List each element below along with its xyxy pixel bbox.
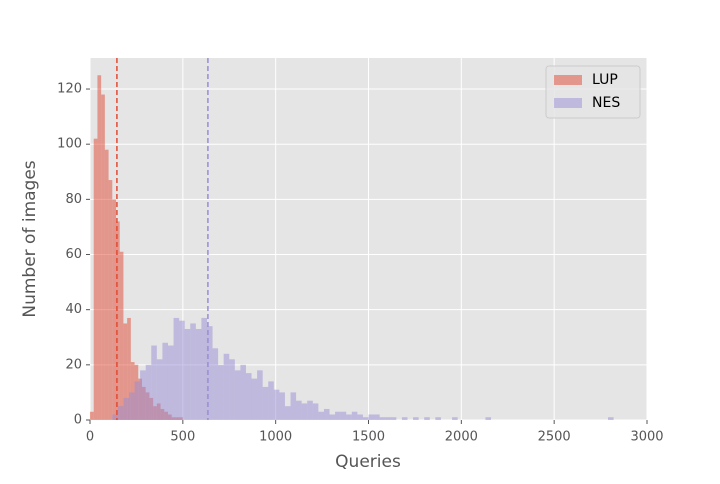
bar [229, 359, 235, 420]
bar [307, 400, 313, 420]
bar [240, 364, 246, 420]
bar [335, 411, 341, 420]
bar [123, 323, 128, 420]
bar [212, 348, 219, 420]
bar [97, 75, 102, 420]
bar [323, 408, 330, 420]
x-tick-label: 1500 [352, 430, 385, 445]
bar [101, 94, 105, 420]
bar [351, 411, 358, 420]
legend-label: NES [592, 95, 620, 111]
bar [145, 364, 152, 420]
y-tick-label: 60 [65, 247, 82, 262]
bar [340, 411, 347, 420]
legend-swatch [554, 75, 582, 85]
bar [390, 417, 397, 420]
bar [368, 414, 375, 420]
bar [452, 417, 458, 420]
bar [257, 370, 263, 420]
bar [223, 353, 230, 420]
bar [112, 199, 116, 420]
bar [296, 400, 302, 420]
bar [151, 345, 157, 420]
bar [268, 381, 274, 420]
x-tick-label: 0 [86, 430, 94, 445]
bar [104, 149, 109, 420]
legend-swatch [554, 98, 582, 108]
bar [329, 414, 336, 420]
x-tick-label: 1000 [259, 430, 292, 445]
bar [245, 373, 252, 420]
bar [179, 320, 185, 420]
bar [123, 397, 129, 420]
x-tick-label: 2000 [445, 430, 478, 445]
bar [127, 317, 131, 420]
bar [251, 378, 258, 420]
bar [108, 180, 113, 420]
bar [90, 411, 94, 420]
bar [273, 389, 280, 420]
bar [156, 359, 163, 420]
bar [234, 370, 241, 420]
legend-label: LUP [592, 72, 618, 88]
bar [357, 414, 363, 420]
bar [117, 406, 124, 420]
bar [162, 342, 168, 420]
x-tick-label: 500 [170, 430, 195, 445]
bar [284, 406, 291, 420]
bar [374, 414, 380, 420]
bar [112, 414, 118, 420]
bar [134, 381, 141, 420]
bar [608, 417, 614, 420]
bar [312, 403, 319, 420]
bar [301, 403, 308, 420]
bar [130, 362, 135, 420]
bar [362, 417, 369, 420]
bar [290, 392, 297, 420]
bar [413, 417, 419, 420]
bar [184, 328, 191, 420]
bar [385, 417, 391, 420]
bar [379, 417, 386, 420]
bar [173, 317, 180, 420]
bar [167, 345, 174, 420]
y-tick-label: 20 [65, 357, 82, 372]
bar [201, 317, 207, 420]
y-tick-label: 100 [57, 137, 82, 152]
x-axis-label: Queries [335, 452, 401, 472]
x-tick-label: 2500 [538, 430, 571, 445]
bar [190, 323, 196, 420]
bar [218, 364, 224, 420]
bar [424, 417, 430, 420]
bar [346, 414, 352, 420]
bar [119, 251, 124, 420]
y-tick-label: 0 [74, 413, 82, 428]
bar [401, 417, 408, 420]
y-tick-label: 120 [57, 82, 82, 97]
bar [262, 386, 269, 420]
y-tick-label: 80 [65, 192, 82, 207]
bar [140, 370, 146, 420]
y-axis-label: Number of images [20, 160, 40, 317]
bar [318, 411, 324, 420]
y-tick-label: 40 [65, 302, 82, 317]
bar [206, 326, 213, 420]
bar [485, 417, 492, 420]
x-tick-label: 3000 [630, 430, 663, 445]
bar [128, 392, 135, 420]
bar [115, 221, 120, 420]
bar [279, 392, 285, 420]
bar [195, 328, 202, 420]
bar [435, 417, 441, 420]
bar [93, 138, 98, 420]
